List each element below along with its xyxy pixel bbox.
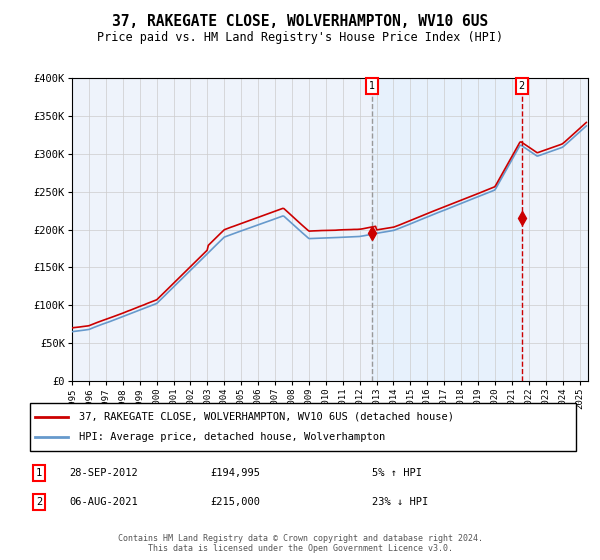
Text: £215,000: £215,000 (210, 497, 260, 507)
Text: 5% ↑ HPI: 5% ↑ HPI (372, 468, 422, 478)
Text: 1: 1 (369, 81, 376, 91)
Text: 28-SEP-2012: 28-SEP-2012 (69, 468, 138, 478)
Text: 2: 2 (36, 497, 42, 507)
Text: 06-AUG-2021: 06-AUG-2021 (69, 497, 138, 507)
Text: 1: 1 (36, 468, 42, 478)
Text: HPI: Average price, detached house, Wolverhampton: HPI: Average price, detached house, Wolv… (79, 432, 385, 442)
Text: 2: 2 (518, 81, 525, 91)
Text: 37, RAKEGATE CLOSE, WOLVERHAMPTON, WV10 6US: 37, RAKEGATE CLOSE, WOLVERHAMPTON, WV10 … (112, 14, 488, 29)
Bar (372, 78, 521, 381)
Text: Price paid vs. HM Land Registry's House Price Index (HPI): Price paid vs. HM Land Registry's House … (97, 31, 503, 44)
Text: 23% ↓ HPI: 23% ↓ HPI (372, 497, 428, 507)
Text: Contains HM Land Registry data © Crown copyright and database right 2024.
This d: Contains HM Land Registry data © Crown c… (118, 534, 482, 553)
Text: 37, RAKEGATE CLOSE, WOLVERHAMPTON, WV10 6US (detached house): 37, RAKEGATE CLOSE, WOLVERHAMPTON, WV10 … (79, 412, 454, 422)
Text: £194,995: £194,995 (210, 468, 260, 478)
FancyBboxPatch shape (30, 403, 576, 451)
